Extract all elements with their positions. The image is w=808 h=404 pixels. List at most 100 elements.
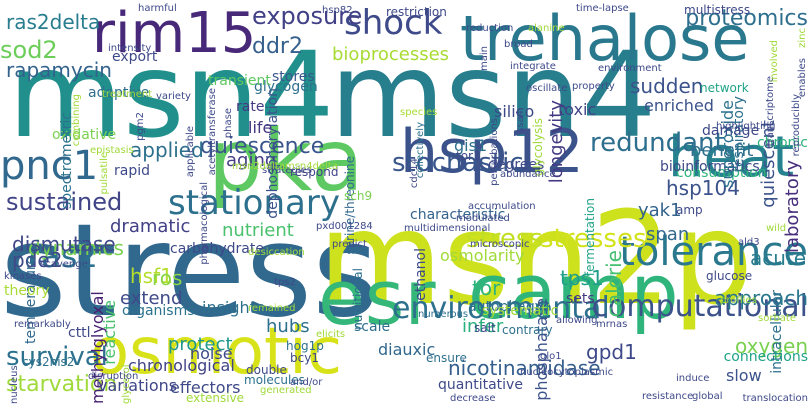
word-numerous: numerous [418,309,469,320]
word-enables: enables [797,58,808,98]
word-harmful: harmful [138,3,177,14]
word-hsp104: hsp104 [666,176,740,200]
word-and-or: and/or [290,377,323,388]
word-msn2p: msn2p [318,185,754,334]
word-stationary: stationary [168,183,340,223]
word-kinases: kinases [4,271,42,282]
word-slow: slow [726,366,762,385]
word-remarkably: remarkably [14,319,71,330]
word-restriction: restriction [386,5,447,19]
word-extensive: extensive [186,391,245,404]
word-tor: tor [472,276,501,300]
word-highlighting: highlighting [716,121,776,132]
word-silico: silico [494,102,535,121]
word-osmolarity: osmolarity [440,246,525,265]
word-trehalose: trehalose [460,2,750,75]
word-wild: wild [766,223,787,234]
word-mrnas: mrnas [596,319,628,330]
word-amp: amp [676,203,703,217]
word-pharmacological: pharmacological [199,182,210,265]
word-glycogen: glycogen [254,79,318,95]
word-double: double [246,363,287,377]
word-tps2: tps2 [274,277,296,288]
word-sustained: sustained [6,188,123,216]
word-applied: applied [130,138,204,162]
word-glycolysis: glycolysis [531,118,545,177]
word-sorbate: sorbate [758,313,796,324]
word-insights: insights [202,298,265,317]
word-hog1p: hog1p [286,339,324,353]
word-translocation: translocation [742,393,808,404]
word-reproducibly: reproducibly [791,94,802,157]
word-msn4: msn4 [8,26,335,164]
word-rate: rate [236,99,265,115]
word-laboratory: laboratory [782,160,803,254]
word-bioprocesses: bioprocesses [332,44,450,65]
word-generated: generated [260,385,312,396]
word-nucleus: nucleus [9,365,20,404]
word-stochastic: stochastic [392,148,524,178]
word-ethanol: ethanol [413,248,429,301]
word-dynamics: dynamics [28,236,124,260]
word-msn2deltamsn4delta: msn2deltamsn4delta [232,161,338,172]
word-stress: stress [466,224,543,254]
word-stores: stores [272,69,315,85]
word-cys2his2: cys2his2 [22,355,75,369]
word-pde2: pde2 [12,248,63,272]
word-yak1: yak1 [638,200,682,221]
word-rapid: rapid [114,163,150,179]
word-environment: environment [598,63,662,74]
word-adaptive: adaptive [88,85,150,101]
word-predict: predict [332,239,367,250]
word-salt: salt [474,321,496,335]
word-sch9: sch9 [344,189,373,203]
word-sod2: sod2 [0,36,58,64]
word-sudden: sudden [630,74,704,98]
word-phase: phase [223,108,234,139]
word-acetyltransferase: acetyltransferase [207,88,218,176]
word-integrate: integrate [510,61,556,72]
word-quiescence: quiescence [200,134,325,159]
word-main: main [479,46,490,71]
word-disruption: disruption [88,371,139,382]
word-treatment: treatment [102,89,153,100]
word-accumulation: accumulation [468,201,536,212]
word-pka: pka [208,111,364,211]
word-redundant: redundant [590,128,725,158]
word-cttl: cttl [68,325,91,341]
word-multidimensional: multidimensional [404,223,491,234]
word-contrary: contrary [502,323,553,337]
word-esr: esr [318,253,436,342]
word-chronic: chronic [756,135,808,151]
word-consumption: consumption [676,165,767,181]
word-modulated: modulated [456,213,510,224]
word-elicits: elicits [316,329,346,340]
word-intensity: intensity [108,43,152,54]
word-dramatic: dramatic [110,216,191,237]
word-variations: variations [98,376,178,395]
word-remained: remained [248,303,296,314]
word-pxd001284: pxd001284 [316,221,373,232]
word-involved: involved [769,40,780,83]
word-osmotic: osmotic [90,315,343,389]
word-aging: aging [226,150,277,171]
word-dephosphorylation: dephosphorylation [265,88,281,219]
word-proteomics: proteomics [685,6,808,31]
word-bioinformatics: bioinformatics [660,159,760,175]
word-transcriptome: transcriptome [765,76,776,147]
word-pulsatile: pulsatile [99,152,110,195]
word-benefit: benefit [690,140,754,161]
word-nucleocytoplasmic: nucleocytoplasmic [520,367,614,378]
word-nutrient: nutrient [222,220,294,241]
word-applicable: applicable [185,126,196,178]
word-profiles: profiles [720,295,757,306]
word-environmental: environmental [392,291,610,326]
word-oscillate: oscillate [526,83,568,94]
word-epistasis: epistasis [90,145,134,156]
word-cdc14: cdc14 [409,158,420,189]
word-perturbations: perturbations [489,118,500,186]
word-toxic: toxic [558,100,597,119]
word-systematic: systematic [482,303,559,319]
word-fermentation: fermentation [583,198,597,277]
